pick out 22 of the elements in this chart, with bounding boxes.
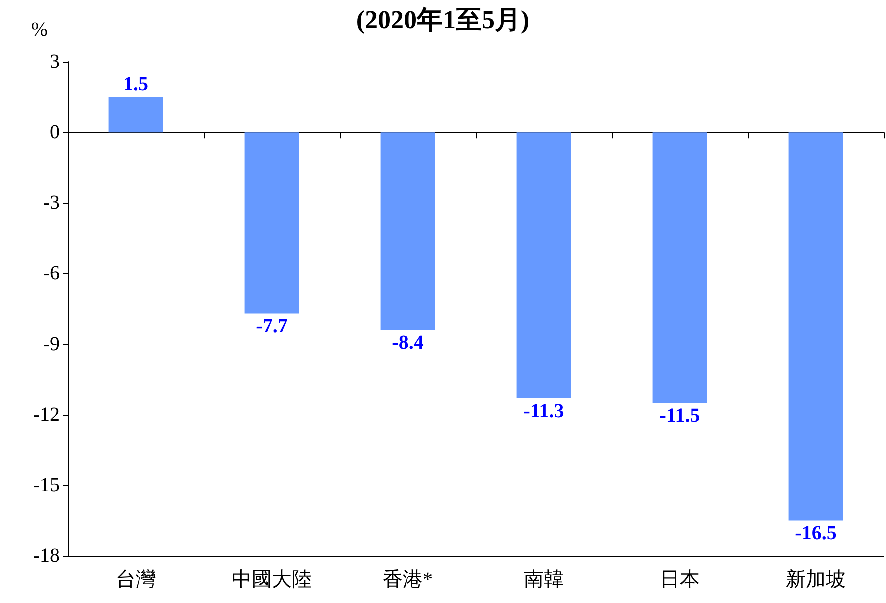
- y-tick-label: -18: [33, 545, 60, 567]
- x-tick-label: 中國大陸: [232, 569, 312, 591]
- data-label: -11.5: [660, 405, 700, 428]
- y-tick-label: -9: [43, 333, 60, 356]
- data-label: -8.4: [392, 332, 424, 354]
- y-tick-label: -3: [43, 192, 60, 214]
- y-tick-label: -12: [33, 404, 60, 426]
- x-tick-label: 台灣: [116, 569, 156, 591]
- x-tick-label: 南韓: [524, 569, 564, 591]
- data-label: -7.7: [256, 316, 288, 338]
- data-label: 1.5: [124, 73, 148, 96]
- chart-title: (2020年1至5月): [356, 6, 530, 34]
- x-tick-label: 日本: [660, 569, 700, 591]
- y-tick-label: -15: [33, 474, 60, 496]
- y-tick-label: -6: [43, 262, 60, 285]
- data-label: -16.5: [795, 522, 837, 545]
- y-tick-label: 0: [50, 122, 60, 144]
- x-tick-label: 新加坡: [786, 569, 846, 591]
- x-tick-label: 香港*: [383, 569, 433, 591]
- data-label: -11.3: [524, 400, 564, 422]
- y-axis-title: %: [31, 19, 48, 41]
- y-tick-label: 3: [50, 51, 60, 73]
